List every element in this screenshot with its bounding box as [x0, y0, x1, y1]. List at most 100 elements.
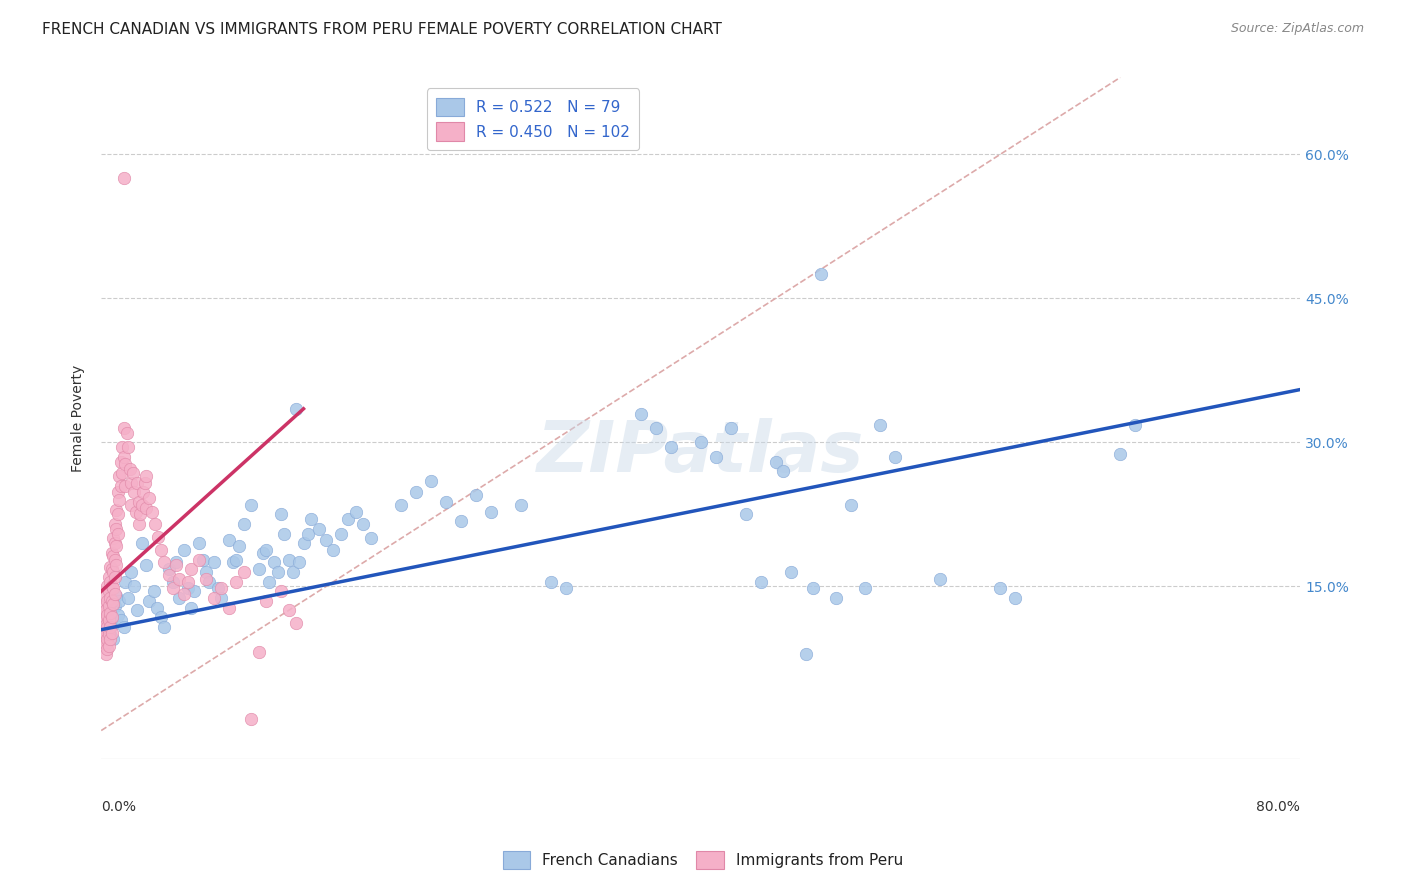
Point — [173, 587, 195, 601]
Point — [103, 632, 125, 647]
Point — [97, 639, 120, 653]
Point — [225, 552, 247, 566]
Legend: R = 0.522   N = 79, R = 0.450   N = 102: R = 0.522 N = 79, R = 0.450 N = 102 — [427, 88, 638, 150]
Point — [277, 552, 299, 566]
Point — [97, 599, 120, 613]
Point — [150, 610, 173, 624]
Point — [94, 589, 117, 603]
Point — [141, 504, 163, 518]
Point — [360, 532, 382, 546]
Point — [142, 584, 165, 599]
Point — [146, 529, 169, 543]
Point — [100, 618, 122, 632]
Point — [103, 549, 125, 563]
Point — [94, 603, 117, 617]
Point — [94, 637, 117, 651]
Point — [434, 495, 457, 509]
Point — [297, 526, 319, 541]
Point — [779, 565, 801, 579]
Point — [195, 565, 218, 579]
Point — [195, 572, 218, 586]
Point — [749, 574, 772, 589]
Text: FRENCH CANADIAN VS IMMIGRANTS FROM PERU FEMALE POVERTY CORRELATION CHART: FRENCH CANADIAN VS IMMIGRANTS FROM PERU … — [42, 22, 723, 37]
Point — [254, 543, 277, 558]
Point — [929, 572, 952, 586]
Point — [110, 613, 132, 627]
Point — [105, 589, 128, 603]
Point — [93, 599, 115, 613]
Point — [112, 620, 135, 634]
Point — [91, 627, 114, 641]
Point — [330, 526, 353, 541]
Point — [177, 574, 200, 589]
Point — [145, 600, 167, 615]
Point — [177, 582, 200, 596]
Point — [98, 620, 121, 634]
Point — [127, 603, 149, 617]
Point — [138, 491, 160, 505]
Point — [107, 485, 129, 500]
Point — [1004, 591, 1026, 605]
Point — [270, 584, 292, 599]
Point — [110, 455, 132, 469]
Point — [162, 574, 184, 589]
Point — [96, 641, 118, 656]
Point — [103, 597, 125, 611]
Point — [127, 475, 149, 490]
Point — [157, 568, 180, 582]
Point — [228, 539, 250, 553]
Text: Source: ZipAtlas.com: Source: ZipAtlas.com — [1230, 22, 1364, 36]
Point — [198, 574, 221, 589]
Point — [644, 421, 666, 435]
Point — [292, 536, 315, 550]
Point — [353, 516, 375, 531]
Point — [288, 556, 311, 570]
Point — [704, 450, 727, 464]
Point — [315, 533, 337, 548]
Point — [884, 450, 907, 464]
Point — [94, 647, 117, 661]
Point — [97, 603, 120, 617]
Point — [104, 599, 127, 613]
Legend: French Canadians, Immigrants from Peru: French Canadians, Immigrants from Peru — [496, 845, 910, 875]
Point — [630, 407, 652, 421]
Point — [125, 504, 148, 518]
Point — [100, 562, 122, 576]
Point — [105, 558, 128, 573]
Point — [869, 418, 891, 433]
Point — [114, 574, 136, 589]
Point — [135, 469, 157, 483]
Point — [132, 485, 155, 500]
Point — [209, 591, 232, 605]
Point — [225, 574, 247, 589]
Point — [209, 582, 232, 596]
Point — [112, 171, 135, 186]
Point — [232, 565, 254, 579]
Point — [173, 543, 195, 558]
Point — [135, 500, 157, 515]
Point — [120, 475, 142, 490]
Point — [107, 608, 129, 623]
Point — [115, 425, 138, 440]
Point — [103, 532, 125, 546]
Point — [232, 516, 254, 531]
Point — [104, 516, 127, 531]
Point — [270, 508, 292, 522]
Point — [143, 516, 166, 531]
Point — [240, 498, 263, 512]
Point — [129, 508, 152, 522]
Point — [128, 516, 150, 531]
Text: ZIPatlas: ZIPatlas — [537, 418, 865, 487]
Point — [98, 632, 121, 647]
Point — [100, 579, 122, 593]
Point — [344, 504, 367, 518]
Point — [105, 522, 128, 536]
Point — [187, 552, 209, 566]
Point — [98, 627, 121, 641]
Point — [277, 603, 299, 617]
Point — [131, 536, 153, 550]
Point — [180, 562, 202, 576]
Point — [322, 543, 344, 558]
Point — [554, 582, 576, 596]
Point — [97, 613, 120, 627]
